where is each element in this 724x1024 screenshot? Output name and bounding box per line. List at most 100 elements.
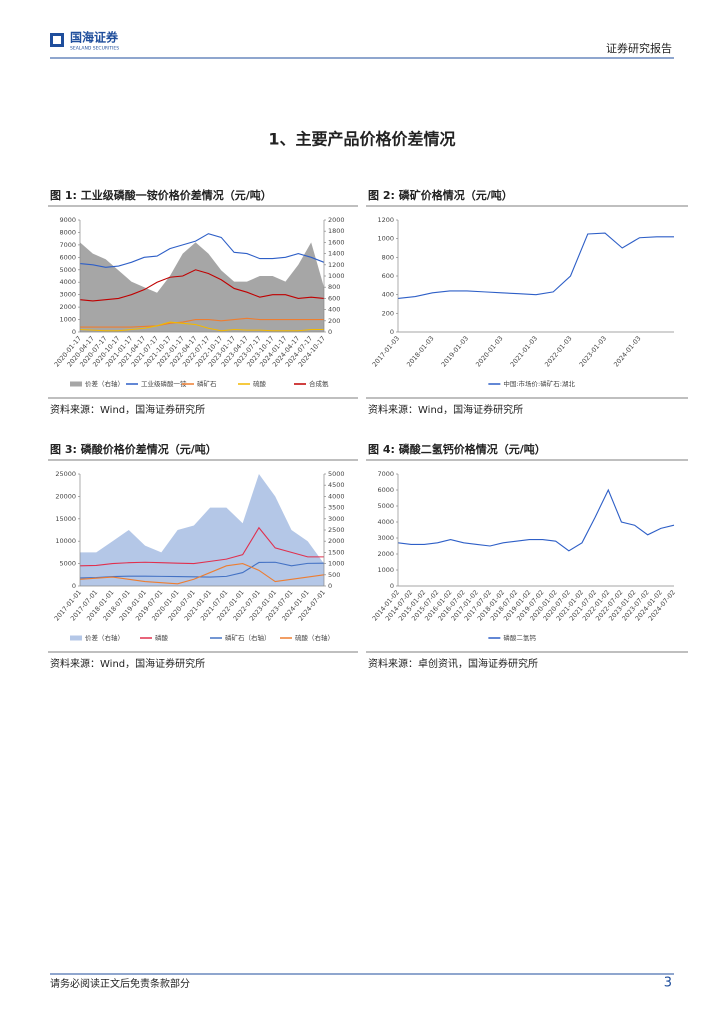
line-series xyxy=(79,561,325,579)
figure-source: 资料来源：Wind，国海证券研究所 xyxy=(368,403,523,416)
line-series xyxy=(79,233,325,268)
y2-tick-label: 1400 xyxy=(328,250,345,258)
y-tick-label: 400 xyxy=(382,291,394,299)
line-series xyxy=(397,488,675,552)
legend-label: 合成氨 xyxy=(309,379,329,388)
y2-tick-label: 3500 xyxy=(328,504,345,512)
figure-title: 图 4: 磷酸二氢钙价格情况（元/吨） xyxy=(368,442,546,456)
y-tick-label: 2000 xyxy=(59,303,76,311)
y-tick-label: 1200 xyxy=(377,216,394,224)
y-tick-label: 0 xyxy=(390,328,394,336)
y-tick-label: 5000 xyxy=(59,560,76,568)
legend-swatch xyxy=(70,635,82,641)
y-tick-label: 0 xyxy=(72,328,76,336)
y-tick-label: 2000 xyxy=(377,550,394,558)
y-tick-label: 6000 xyxy=(59,253,76,261)
y-tick-label: 25000 xyxy=(55,470,76,478)
legend-label: 中国:市场价:磷矿石:湖北 xyxy=(503,379,575,388)
y2-tick-label: 400 xyxy=(328,306,340,314)
y2-tick-label: 1000 xyxy=(328,560,345,568)
legend-label: 价差（右轴） xyxy=(85,379,124,388)
legend-label: 磷酸二氢钙 xyxy=(503,633,536,642)
x-tick-label: 2018-01-03 xyxy=(405,334,435,368)
y-tick-label: 1000 xyxy=(377,566,394,574)
section-title: 1、主要产品价格价差情况 xyxy=(268,130,455,149)
y-tick-label: 0 xyxy=(72,582,76,590)
x-tick-label: 2024-01-03 xyxy=(612,334,642,368)
legend-label: 工业级磷酸一铵 xyxy=(141,379,187,388)
legend-label: 磷酸 xyxy=(155,633,169,642)
y-tick-label: 5000 xyxy=(59,266,76,274)
y-tick-label: 7000 xyxy=(377,470,394,478)
y2-tick-label: 500 xyxy=(328,571,340,579)
logo-icon-inner xyxy=(53,36,61,44)
page-number: 3 xyxy=(664,976,672,991)
x-tick-label: 2021-01-03 xyxy=(509,334,539,368)
y-tick-label: 3000 xyxy=(59,291,76,299)
y-tick-label: 3000 xyxy=(377,534,394,542)
y-tick-label: 0 xyxy=(390,582,394,590)
legend-swatch xyxy=(70,381,82,387)
x-tick-label: 2020-01-03 xyxy=(474,334,504,368)
line-series xyxy=(79,563,325,585)
line-series xyxy=(79,526,324,567)
y2-tick-label: 1500 xyxy=(328,548,345,556)
logo-subtext: SEALAND SECURITIES xyxy=(70,46,119,52)
legend-label: 磷矿石（右轴） xyxy=(225,633,271,642)
y2-tick-label: 4000 xyxy=(328,492,345,500)
y2-tick-label: 0 xyxy=(328,582,332,590)
y-tick-label: 1000 xyxy=(377,235,394,243)
line-series xyxy=(80,317,324,328)
y-tick-label: 8000 xyxy=(59,228,76,236)
y2-tick-label: 200 xyxy=(328,317,340,325)
logo-text: 国海证券 xyxy=(70,30,119,45)
y-tick-label: 15000 xyxy=(55,515,76,523)
y2-tick-label: 2000 xyxy=(328,216,345,224)
legend-label: 硫酸（右轴） xyxy=(295,633,334,642)
line-series xyxy=(397,232,674,299)
figure-source: 资料来源：Wind，国海证券研究所 xyxy=(50,657,205,670)
legend-label: 硫酸 xyxy=(253,379,267,388)
y-tick-label: 600 xyxy=(382,272,394,280)
legend-label: 磷矿石 xyxy=(197,379,217,388)
x-tick-label: 2019-01-03 xyxy=(440,334,470,368)
figure-title: 图 1: 工业级磷酸一铵价格价差情况（元/吨） xyxy=(50,188,272,202)
y2-tick-label: 4500 xyxy=(328,481,345,489)
line-series xyxy=(79,269,325,302)
x-tick-label: 2023-01-03 xyxy=(578,334,608,368)
area-series xyxy=(80,474,324,586)
y2-tick-label: 1600 xyxy=(328,238,345,246)
y-tick-label: 20000 xyxy=(55,492,76,500)
y2-tick-label: 2500 xyxy=(328,526,345,534)
y-tick-label: 10000 xyxy=(55,537,76,545)
y-tick-label: 5000 xyxy=(377,502,394,510)
figure-title: 图 3: 磷酸价格价差情况（元/吨） xyxy=(50,442,217,456)
y2-tick-label: 5000 xyxy=(328,470,345,478)
figure-source: 资料来源：卓创资讯，国海证券研究所 xyxy=(368,657,538,670)
x-tick-label: 2022-01-03 xyxy=(543,334,573,368)
y-tick-label: 200 xyxy=(382,309,394,317)
y2-tick-label: 1800 xyxy=(328,227,345,235)
x-tick-label: 2017-01-03 xyxy=(371,334,401,368)
y-tick-label: 1000 xyxy=(59,316,76,324)
line-series xyxy=(79,321,324,332)
figure-title: 图 2: 磷矿价格情况（元/吨） xyxy=(368,188,513,202)
y2-tick-label: 1200 xyxy=(328,261,345,269)
figure-source: 资料来源：Wind，国海证券研究所 xyxy=(50,403,205,416)
y2-tick-label: 3000 xyxy=(328,515,345,523)
footer-disclaimer: 请务必阅读正文后免责条款部分 xyxy=(50,977,190,990)
y-tick-label: 4000 xyxy=(59,278,76,286)
report-type: 证券研究报告 xyxy=(606,41,672,55)
y2-tick-label: 0 xyxy=(328,328,332,336)
area-series xyxy=(80,242,324,332)
y-tick-label: 800 xyxy=(382,253,394,261)
y2-tick-label: 600 xyxy=(328,294,340,302)
y2-tick-label: 1000 xyxy=(328,272,345,280)
y2-tick-label: 2000 xyxy=(328,537,345,545)
y-tick-label: 9000 xyxy=(59,216,76,224)
legend-label: 价差（右轴） xyxy=(85,633,124,642)
y-tick-label: 7000 xyxy=(59,241,76,249)
y2-tick-label: 800 xyxy=(328,283,340,291)
